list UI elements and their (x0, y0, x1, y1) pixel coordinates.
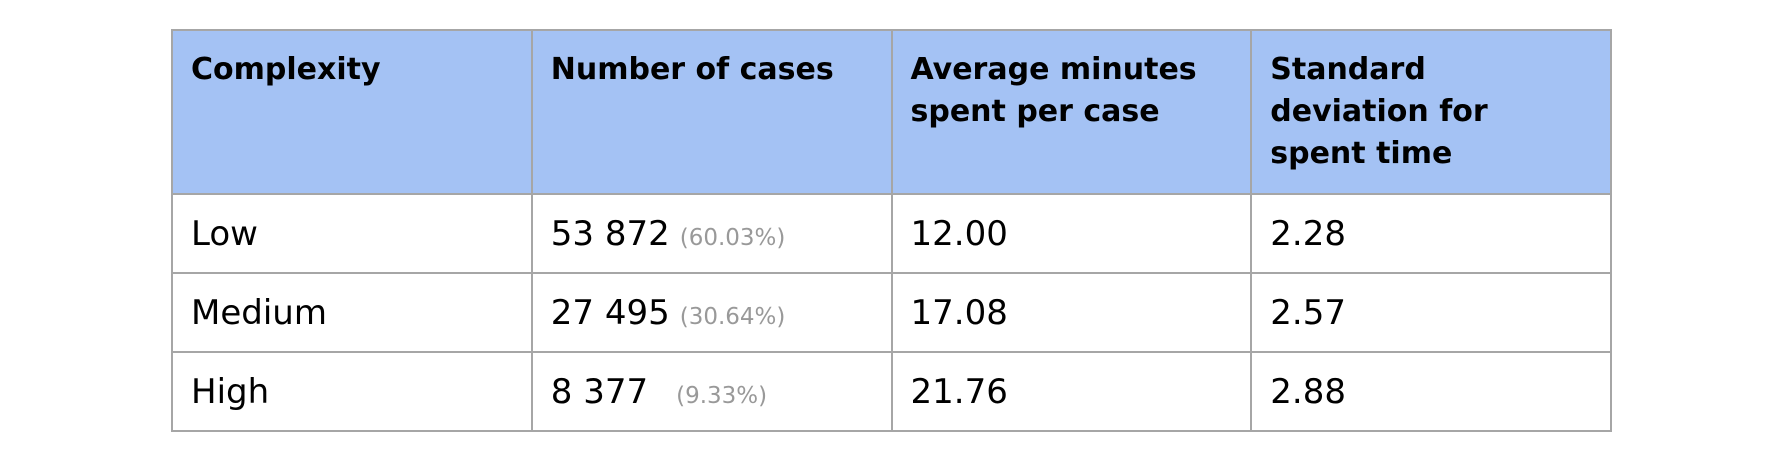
case-count: 53 872 (550, 213, 670, 254)
cases-cell: 53 872 (60.03%) (530, 193, 893, 274)
complexity-cell: Medium (171, 272, 533, 353)
case-percentage: (9.33%) (676, 382, 768, 409)
std-dev-cell: 2.57 (1250, 272, 1612, 353)
average-minutes-cell: 17.08 (890, 272, 1253, 353)
complexity-cell: High (171, 351, 533, 432)
table-row: Medium 27 495 (30.64%) 17.08 2.57 (171, 272, 1612, 353)
header-number-of-cases: Number of cases (530, 29, 893, 195)
cases-cell: 27 495 (30.64%) (530, 272, 893, 353)
header-average-minutes: Average minutes spent per case (890, 29, 1253, 195)
case-count: 27 495 (550, 292, 670, 333)
case-count: 8 377 (550, 371, 649, 412)
case-percentage: (60.03%) (679, 224, 786, 251)
table-body: Low 53 872 (60.03%) 12.00 2.28 Medium 27 … (171, 193, 1612, 432)
average-minutes-cell: 21.76 (890, 351, 1253, 432)
table-row: Low 53 872 (60.03%) 12.00 2.28 (171, 193, 1612, 274)
cases-cell: 8 377 (9.33%) (530, 351, 893, 432)
average-minutes-cell: 12.00 (890, 193, 1253, 274)
complexity-table: Complexity Number of cases Average minut… (171, 29, 1612, 432)
header-standard-deviation: Standard deviation for spent time (1250, 29, 1612, 195)
std-dev-cell: 2.88 (1250, 351, 1612, 432)
header-row: Complexity Number of cases Average minut… (171, 29, 1612, 195)
std-dev-cell: 2.28 (1250, 193, 1612, 274)
complexity-cell: Low (171, 193, 533, 274)
header-complexity: Complexity (171, 29, 533, 195)
table-header: Complexity Number of cases Average minut… (171, 29, 1612, 195)
case-percentage: (30.64%) (679, 303, 786, 330)
table-row: High 8 377 (9.33%) 21.76 2.88 (171, 351, 1612, 432)
